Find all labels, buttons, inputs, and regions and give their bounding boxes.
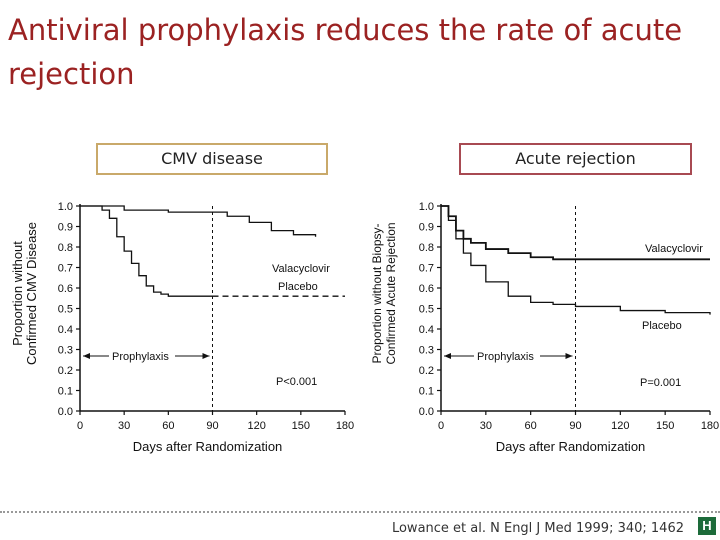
y-tick-label: 0.2 xyxy=(419,365,434,377)
x-tick-label: 90 xyxy=(569,420,581,432)
y-axis-title: Proportion without Biopsy- xyxy=(370,223,384,363)
citation: Lowance et al. N Engl J Med 1999; 340; 1… xyxy=(391,521,684,536)
x-axis-title: Days after Randomization xyxy=(496,439,646,454)
y-tick-label: 0.4 xyxy=(419,324,434,336)
y-tick-label: 0.3 xyxy=(419,345,434,357)
x-tick-label: 30 xyxy=(480,420,492,432)
prophylaxis-arrow-left-head xyxy=(444,353,451,359)
series-label-valacyclovir: Valacyclovir xyxy=(645,243,703,255)
y-tick-label: 0.6 xyxy=(419,283,434,295)
y-tick-label: 1.0 xyxy=(419,201,434,213)
x-tick-label: 30 xyxy=(118,420,130,432)
x-tick-label: 120 xyxy=(247,420,265,432)
cmv-disease-chart: 0.0 0.1 0.2 0.3 0.4 0.5 0.6 0.7 0.8 0.9 1.0 0 30 60 90… xyxy=(10,201,354,454)
y-tick-label: 0.3 xyxy=(58,345,73,357)
x-tick-label: 180 xyxy=(336,420,354,432)
prophylaxis-arrow-right-head xyxy=(202,353,210,359)
prophylaxis-label: Prophylaxis xyxy=(477,351,534,363)
y-tick-label: 0.4 xyxy=(58,324,73,336)
y-tick-label: 0.8 xyxy=(58,242,73,254)
prophylaxis-arrow-left-head xyxy=(83,353,90,359)
y-tick-label: 0.7 xyxy=(419,263,434,275)
y-tick-label: 0.1 xyxy=(419,386,434,398)
y-tick-label: 0.6 xyxy=(58,283,73,295)
series-valacyclovir-line-after xyxy=(212,211,317,237)
y-axis-title: Confirmed Acute Rejection xyxy=(384,222,398,364)
x-axis-title: Days after Randomization xyxy=(133,439,283,454)
y-tick-label: 0.5 xyxy=(419,304,434,316)
series-valacyclovir-line xyxy=(441,205,710,261)
y-tick-label: 0.7 xyxy=(58,263,73,275)
y-tick-label: 0.9 xyxy=(419,222,434,234)
x-tick-label: 60 xyxy=(525,420,537,432)
x-tick-label: 90 xyxy=(206,420,218,432)
series-placebo-line xyxy=(80,205,213,297)
y-axis-title: Confirmed CMV Disease xyxy=(24,222,39,365)
prophylaxis-arrow-right-head xyxy=(565,353,573,359)
slide-title: Antiviral prophylaxis reduces the rate o… xyxy=(8,13,683,91)
p-value: P=0.001 xyxy=(640,377,681,389)
series-valacyclovir-line xyxy=(80,205,213,213)
x-tick-label: 60 xyxy=(162,420,174,432)
logo-icon: H xyxy=(698,517,716,535)
y-tick-label: 1.0 xyxy=(58,201,73,213)
y-tick-label: 0.9 xyxy=(58,222,73,234)
y-axis-title: Proportion without xyxy=(10,241,25,346)
series-label-placebo: Placebo xyxy=(278,281,318,293)
x-tick-label: 150 xyxy=(656,420,674,432)
acute-rejection-chart: 0.0 0.1 0.2 0.3 0.4 0.5 0.6 0.7 0.8 0.9 1.0 0 30 60 90… xyxy=(370,201,719,454)
prophylaxis-label-bg xyxy=(474,349,540,363)
chart-title-box-rejection: Acute rejection xyxy=(459,143,692,175)
x-tick-label: 180 xyxy=(701,420,719,432)
y-tick-label: 0.0 xyxy=(58,406,73,418)
x-tick-label: 120 xyxy=(611,420,629,432)
prophylaxis-label-bg xyxy=(109,349,175,363)
chart-title-box-cmv: CMV disease xyxy=(96,143,328,175)
y-tick-label: 0.0 xyxy=(419,406,434,418)
y-tick-label: 0.2 xyxy=(58,365,73,377)
y-tick-label: 0.5 xyxy=(58,304,73,316)
y-tick-label: 0.8 xyxy=(419,242,434,254)
series-placebo-line xyxy=(441,205,711,315)
y-tick-label: 0.1 xyxy=(58,386,73,398)
x-tick-label: 0 xyxy=(77,420,83,432)
prophylaxis-label: Prophylaxis xyxy=(112,351,169,363)
footer-divider xyxy=(0,511,720,513)
x-tick-label: 150 xyxy=(292,420,310,432)
series-label-valacyclovir: Valacyclovir xyxy=(272,263,330,275)
p-value: P<0.001 xyxy=(276,376,317,388)
series-label-placebo: Placebo xyxy=(642,320,682,332)
x-tick-label: 0 xyxy=(438,420,444,432)
